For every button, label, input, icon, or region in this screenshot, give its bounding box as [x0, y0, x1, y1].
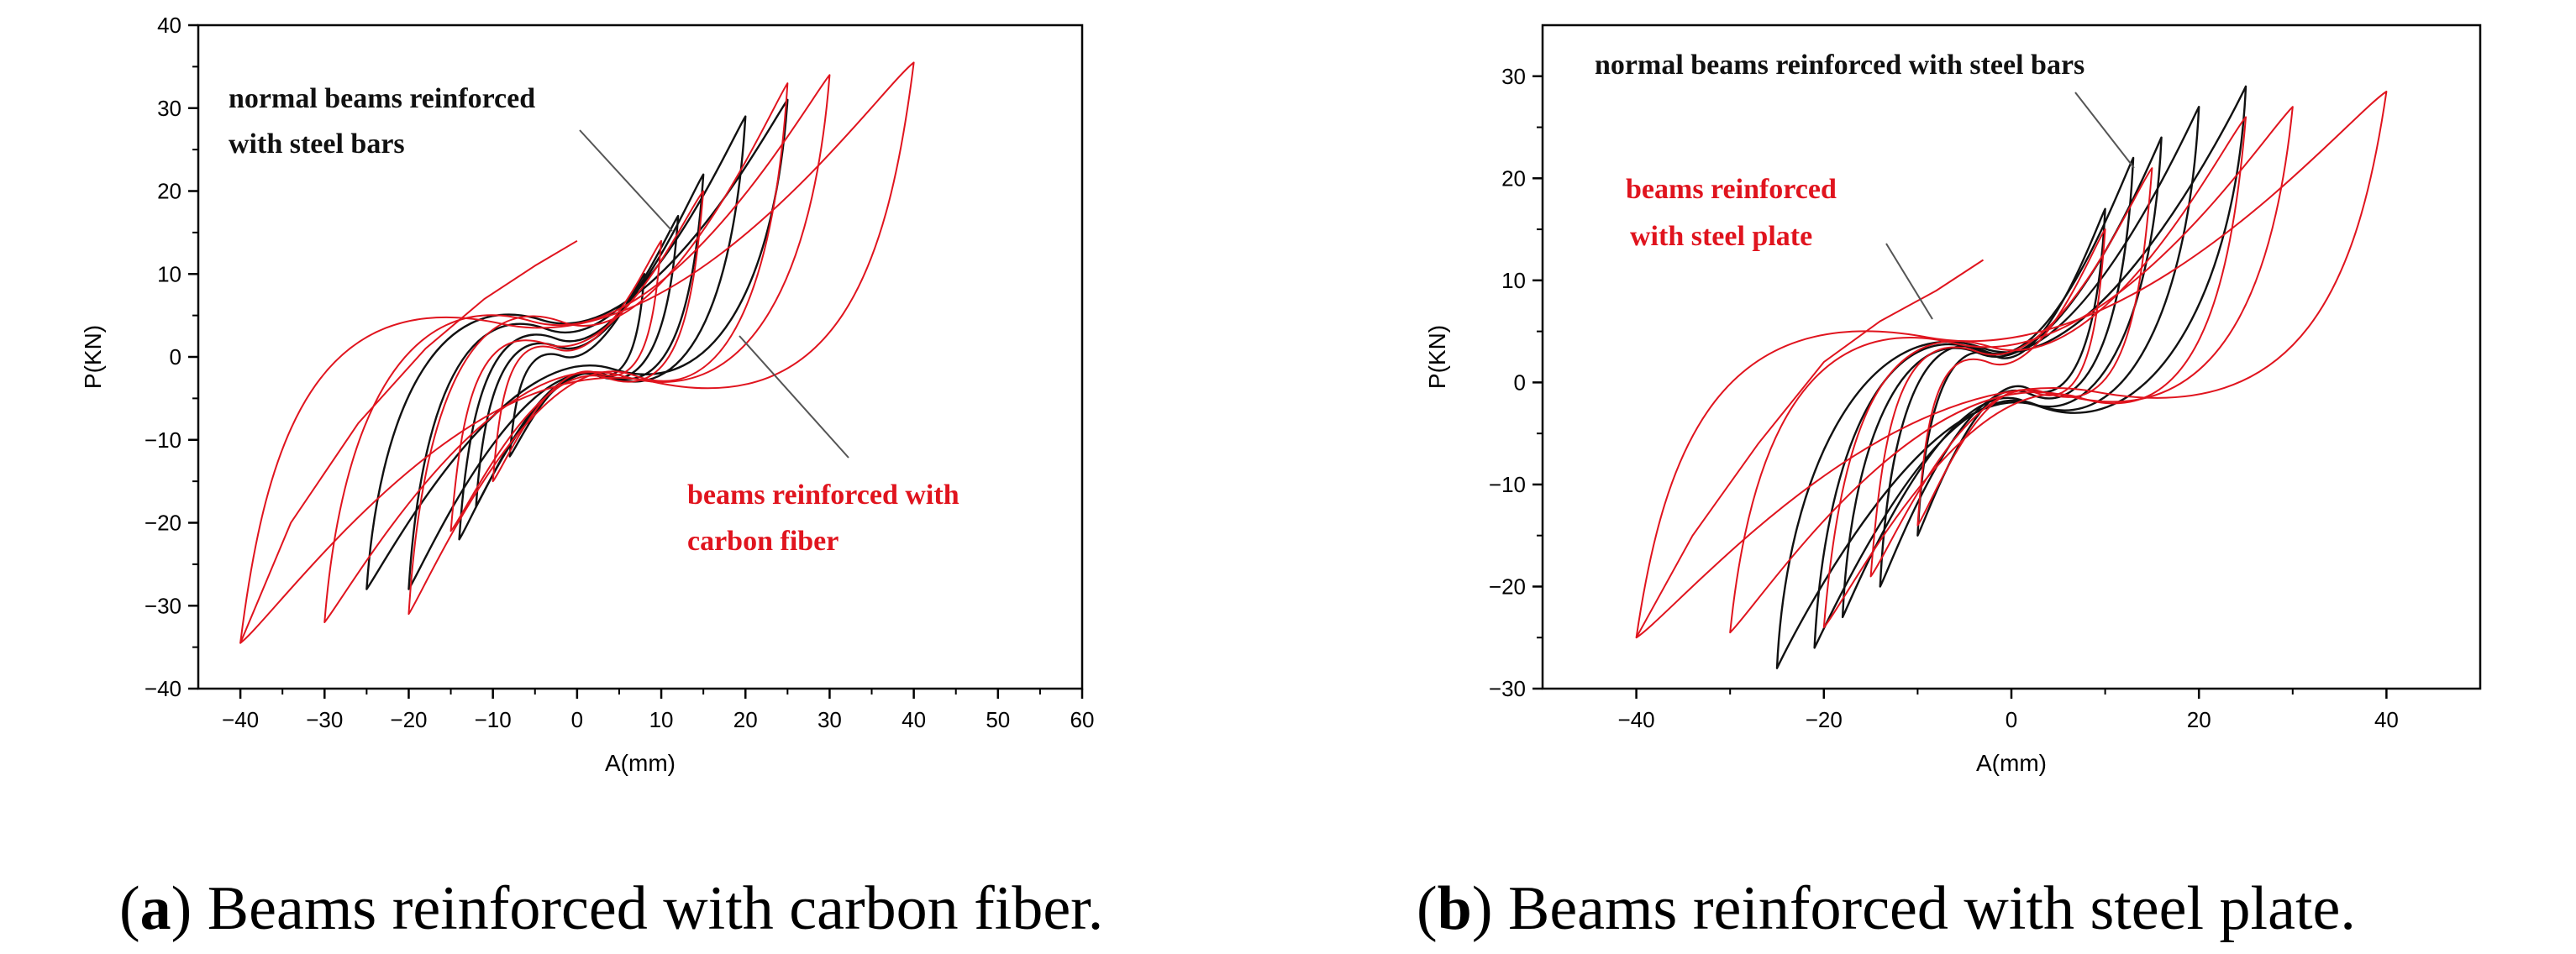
- y-tick-label-a-7: 30: [157, 96, 181, 121]
- x-tick-label-b-2: 0: [2006, 707, 2017, 732]
- series-group-b: [1635, 85, 2388, 669]
- annotation-red-b-line2: with steel plate: [1630, 221, 1812, 252]
- y-tick-label-a-1: −30: [145, 593, 181, 618]
- x-tick-label-a-9: 50: [986, 707, 1010, 732]
- x-tick-label-a-2: −20: [390, 707, 427, 732]
- series-group-a: [239, 61, 915, 644]
- loop-a-1-2: [407, 82, 789, 616]
- annotation-black-b-line1: normal beams reinforced with steel bars: [1595, 50, 2084, 81]
- chart-panel-a: −40 −30 −20 −10 0 10 20 30 40 50 60 −40 −30 −20 −10 0 10…: [80, 13, 1094, 776]
- x-tick-label-a-6: 20: [733, 707, 758, 732]
- y-tick-label-b-6: 30: [1501, 64, 1526, 89]
- loop-a-1-3: [323, 74, 831, 623]
- y-axis-title-a: P(KN): [80, 325, 106, 389]
- x-tick-label-b-4: 40: [2374, 707, 2399, 732]
- leader-line-red-b: [1885, 243, 1933, 320]
- loop-b-1-2: [1822, 116, 2247, 629]
- x-axis-title-b: A(mm): [1976, 750, 2047, 776]
- caption-b-letter: b: [1437, 874, 1472, 943]
- y-tick-label-b-2: −10: [1489, 472, 1526, 497]
- branch-b-1: [1635, 259, 1985, 638]
- annotation-red-b-line1: beams reinforced: [1626, 174, 1837, 205]
- loop-b-0-4: [1775, 85, 2247, 669]
- plot-frame-a: [197, 24, 1084, 690]
- caption-a-letter: a: [139, 874, 171, 943]
- leader-line-black-b: [2074, 92, 2135, 169]
- y-tick-label-b-0: −30: [1489, 676, 1526, 701]
- y-tick-label-a-0: −40: [145, 676, 181, 701]
- y-tick-label-a-4: 0: [170, 344, 181, 370]
- y-tick-label-b-5: 20: [1501, 165, 1526, 191]
- caption-a: (a) Beams reinforced with carbon fiber.: [119, 874, 1104, 943]
- y-tick-label-b-3: 0: [1514, 370, 1526, 395]
- x-axis-title-a: A(mm): [605, 750, 676, 776]
- y-axis-title-b: P(KN): [1424, 325, 1450, 389]
- loop-b-1-1: [1869, 167, 2153, 578]
- loop-a-0-3: [407, 115, 747, 590]
- series-b-1: [1635, 91, 2388, 639]
- loop-a-0-0: [508, 273, 646, 458]
- annotation-black-a-line2: with steel bars: [229, 128, 405, 160]
- x-tick-label-a-4: 0: [571, 707, 583, 732]
- x-tick-label-b-1: −20: [1806, 707, 1843, 732]
- loop-a-0-1: [475, 214, 680, 507]
- ticks-b: −40 −20 0 20 40 −30 −20 −10 0 10 20 30: [1489, 64, 2399, 732]
- loop-a-0-4: [365, 98, 789, 590]
- x-tick-label-b-3: 20: [2187, 707, 2211, 732]
- y-tick-label-a-6: 20: [157, 179, 181, 204]
- series-a-1: [239, 61, 915, 644]
- loop-b-0-1: [1879, 156, 2135, 588]
- loop-b-1-0: [1916, 228, 2106, 527]
- y-tick-label-a-3: −10: [145, 427, 181, 453]
- leader-line-black-a: [579, 129, 673, 232]
- y-tick-label-a-5: 10: [157, 261, 181, 286]
- x-tick-label-a-3: −10: [475, 707, 512, 732]
- loop-b-0-2: [1841, 136, 2163, 619]
- x-tick-label-a-0: −40: [222, 707, 259, 732]
- y-tick-label-a-2: −20: [145, 511, 181, 536]
- ticks-a: −40 −30 −20 −10 0 10 20 30 40 50 60 −40 −30 −20 −10 0 10…: [145, 13, 1095, 732]
- y-tick-label-b-1: −20: [1489, 574, 1526, 599]
- loop-b-0-0: [1916, 207, 2106, 537]
- loop-b-1-4: [1635, 91, 2388, 639]
- annotation-red-a-line2: carbon fiber: [687, 526, 839, 557]
- caption-a-text: ) Beams reinforced with carbon fiber.: [171, 874, 1104, 943]
- annotation-black-a-line1: normal beams reinforced: [229, 83, 535, 114]
- caption-b-text: ) Beams reinforced with steel plate.: [1471, 874, 2356, 943]
- x-tick-label-a-5: 10: [649, 707, 674, 732]
- x-tick-label-a-7: 30: [817, 707, 842, 732]
- leader-line-red-a: [739, 335, 849, 459]
- x-tick-label-b-0: −40: [1618, 707, 1655, 732]
- annotation-red-a-line1: beams reinforced with: [687, 480, 959, 511]
- loop-a-1-1: [449, 190, 705, 532]
- loop-a-0-2: [458, 173, 705, 541]
- x-tick-label-a-1: −30: [306, 707, 343, 732]
- x-tick-label-a-8: 40: [902, 707, 926, 732]
- caption-b: (b) Beams reinforced with steel plate.: [1417, 874, 2356, 943]
- y-tick-label-a-8: 40: [157, 13, 181, 38]
- series-b-0: [1775, 85, 2247, 669]
- x-tick-label-a-10: 60: [1070, 707, 1095, 732]
- y-tick-label-b-4: 10: [1501, 268, 1526, 293]
- chart-panel-b: −40 −20 0 20 40 −30 −20 −10 0 10 20 30 normal beams…: [1424, 24, 2482, 776]
- loop-a-1-4: [239, 61, 915, 644]
- loop-b-1-3: [1729, 106, 2294, 634]
- branch-a-1: [239, 239, 578, 644]
